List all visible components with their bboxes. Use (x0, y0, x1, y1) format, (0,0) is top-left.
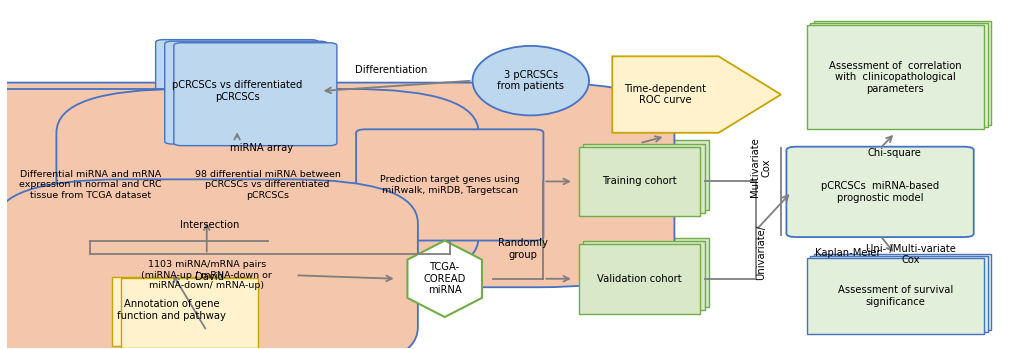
Text: 3 pCRCSCs
from patients: 3 pCRCSCs from patients (497, 70, 564, 91)
Text: David: David (195, 272, 223, 282)
FancyBboxPatch shape (173, 43, 336, 146)
FancyBboxPatch shape (121, 279, 258, 348)
Text: 1103 miRNA/mRNA pairs
(miRNA-up / mRNA-down or
miRNA-down/ mRNA-up): 1103 miRNA/mRNA pairs (miRNA-up / mRNA-d… (142, 260, 272, 290)
FancyBboxPatch shape (587, 140, 709, 210)
FancyBboxPatch shape (809, 23, 986, 127)
Text: 98 differential miRNA between
pCRCSCs vs differentiated
pCRCSCs: 98 differential miRNA between pCRCSCs vs… (195, 170, 340, 200)
FancyBboxPatch shape (356, 129, 543, 240)
Text: Differentiation: Differentiation (355, 65, 427, 75)
FancyBboxPatch shape (156, 40, 318, 142)
FancyBboxPatch shape (0, 89, 297, 281)
Text: pCRCSCs vs differentiated
pCRCSCs: pCRCSCs vs differentiated pCRCSCs (172, 80, 302, 102)
FancyBboxPatch shape (786, 147, 973, 237)
Polygon shape (407, 240, 482, 317)
FancyBboxPatch shape (0, 179, 418, 349)
FancyBboxPatch shape (583, 143, 704, 213)
FancyBboxPatch shape (112, 277, 249, 347)
Text: Intersection: Intersection (179, 220, 238, 230)
FancyBboxPatch shape (583, 241, 704, 310)
Text: pCRCSCs  miRNA-based
prognostic model: pCRCSCs miRNA-based prognostic model (820, 181, 938, 203)
Text: Annotation of gene
function and pathway: Annotation of gene function and pathway (117, 299, 225, 321)
Text: Randomly
group: Randomly group (497, 238, 547, 260)
Text: TCGA-
COREAD
miRNA: TCGA- COREAD miRNA (423, 262, 466, 295)
FancyBboxPatch shape (806, 258, 983, 334)
Text: Assessment of survival
significance: Assessment of survival significance (837, 285, 952, 307)
FancyBboxPatch shape (579, 147, 700, 216)
Ellipse shape (472, 46, 588, 116)
Text: Validation cohort: Validation cohort (597, 274, 682, 284)
FancyBboxPatch shape (103, 275, 239, 345)
FancyBboxPatch shape (809, 256, 986, 332)
FancyBboxPatch shape (806, 25, 983, 129)
Text: Univariate/: Univariate/ (755, 225, 765, 280)
Text: Uni- /Multi-variate
Cox: Uni- /Multi-variate Cox (865, 244, 955, 265)
Text: Differential miRNA and mRNA
expression in normal and CRC
tissue from TCGA datase: Differential miRNA and mRNA expression i… (19, 170, 161, 200)
FancyBboxPatch shape (165, 41, 327, 144)
FancyBboxPatch shape (813, 253, 990, 330)
Text: Kaplan-Meier: Kaplan-Meier (814, 248, 879, 258)
FancyBboxPatch shape (0, 83, 674, 287)
Text: Time-dependent
ROC curve: Time-dependent ROC curve (624, 84, 706, 105)
Text: Assessment of  correlation
with  clinicopathological
parameters: Assessment of correlation with clinicopa… (828, 61, 961, 94)
Text: Prediction target genes using
miRwalk, miRDB, Targetscan: Prediction target genes using miRwalk, m… (379, 175, 519, 195)
Polygon shape (611, 56, 781, 133)
Text: Multivariate
Cox: Multivariate Cox (750, 138, 771, 198)
Text: Chi-square: Chi-square (867, 148, 921, 158)
FancyBboxPatch shape (579, 244, 700, 313)
Text: Training cohort: Training cohort (601, 177, 677, 186)
Text: miRNA array: miRNA array (230, 143, 293, 154)
FancyBboxPatch shape (56, 89, 478, 281)
FancyBboxPatch shape (813, 21, 990, 125)
FancyBboxPatch shape (587, 238, 709, 307)
